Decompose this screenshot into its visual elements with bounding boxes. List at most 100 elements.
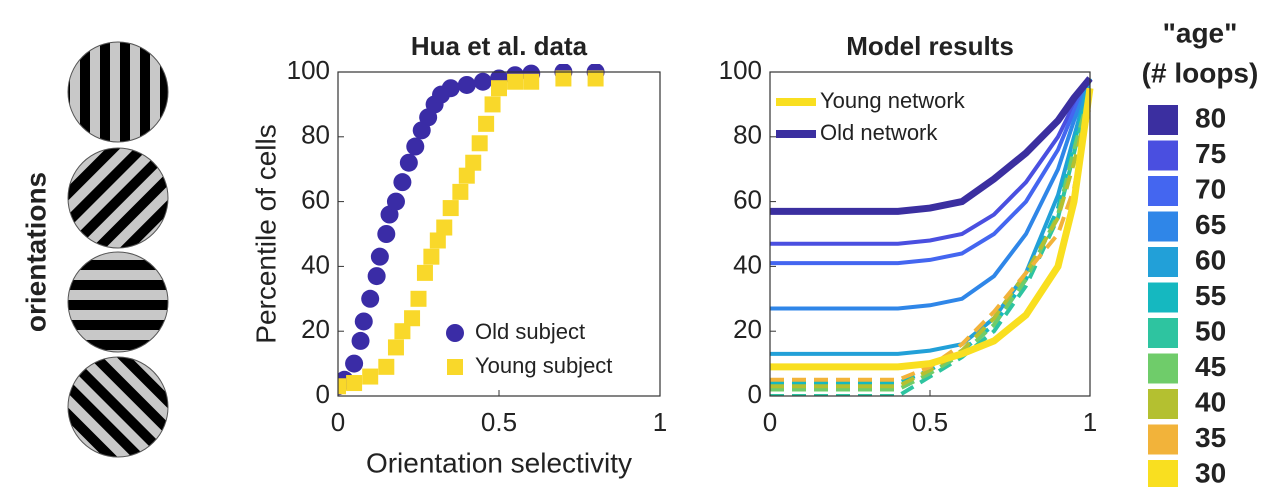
point: [393, 173, 412, 192]
point: [587, 70, 604, 87]
plot-area: [338, 64, 605, 396]
series-line: [770, 77, 1092, 266]
point: [338, 378, 346, 395]
chart-title: Model results: [846, 31, 1014, 61]
point: [465, 154, 482, 171]
series-line: [770, 90, 1092, 392]
series-line: [770, 104, 1092, 382]
point: [473, 72, 492, 91]
y-tick-label: 40: [733, 249, 762, 279]
point: [346, 375, 363, 392]
point: [406, 137, 425, 156]
x-tick-label: 0: [331, 407, 345, 437]
x-tick-label: 0: [763, 407, 777, 437]
point: [345, 354, 364, 373]
point: [457, 75, 476, 94]
colorbar-label: 55: [1195, 280, 1226, 311]
gratings: [67, 41, 169, 458]
grating: [67, 147, 169, 249]
y-tick-label: 40: [301, 249, 330, 279]
series-line: [770, 97, 1092, 389]
colorbar-label: 30: [1195, 457, 1226, 487]
series-line: [770, 76, 1093, 215]
point: [478, 115, 495, 132]
colorbar-swatch: [1148, 424, 1178, 455]
colorbar-swatch: [1148, 282, 1178, 313]
y-tick-label: 0: [316, 379, 330, 409]
colorbar-label: 65: [1195, 209, 1226, 240]
colorbar-label: 45: [1195, 351, 1226, 382]
y-tick-label: 0: [748, 379, 762, 409]
point: [416, 264, 433, 281]
point: [378, 358, 395, 375]
point: [442, 200, 459, 217]
side-label: orientations: [20, 172, 51, 332]
x-tick-label: 0.5: [912, 407, 948, 437]
point: [436, 219, 453, 236]
colorbar-label: 70: [1195, 173, 1226, 204]
colorbar-swatch: [1148, 105, 1178, 135]
colorbar-swatch: [1148, 247, 1178, 277]
x-axis-label: Orientation selectivity: [366, 447, 632, 478]
y-tick-label: 80: [733, 120, 762, 150]
point: [429, 232, 446, 249]
colorbar-swatch: [1148, 140, 1178, 171]
point: [555, 70, 572, 87]
point: [351, 331, 370, 350]
legend-marker: [446, 324, 464, 342]
legend-title: (# loops): [1142, 57, 1259, 88]
point: [458, 167, 475, 184]
legend-label: Young network: [820, 88, 966, 113]
y-tick-label: 60: [733, 184, 762, 214]
colorbar-swatch: [1148, 353, 1178, 384]
y-tick-label: 100: [719, 55, 762, 85]
legend-label: Old network: [820, 120, 938, 145]
point: [423, 248, 440, 265]
point: [386, 192, 405, 211]
point: [394, 323, 411, 340]
x-tick-label: 1: [1083, 407, 1097, 437]
series-line: [770, 87, 1092, 396]
point: [399, 153, 418, 172]
point: [452, 183, 469, 200]
colorbar-swatch: [1148, 176, 1178, 206]
point: [441, 79, 460, 98]
colorbar-label: 75: [1195, 138, 1226, 169]
grating: [67, 251, 169, 353]
legend-label: Young subject: [475, 353, 612, 378]
series-line: [770, 77, 1092, 246]
colorbar-swatch: [1148, 211, 1178, 242]
point: [484, 96, 501, 113]
y-axis-label: Percentile of cells: [250, 124, 281, 343]
colorbar-label: 35: [1195, 422, 1226, 453]
point: [491, 80, 507, 97]
legend-title: "age": [1163, 17, 1238, 48]
point: [507, 73, 524, 90]
y-tick-label: 20: [301, 314, 330, 344]
point: [367, 267, 386, 286]
chart-title: Hua et al. data: [411, 31, 588, 61]
legend-marker: [447, 359, 463, 375]
point: [370, 247, 389, 266]
grating: [67, 356, 169, 458]
colorbar-swatch: [1148, 389, 1178, 419]
point: [404, 310, 421, 327]
colorbar-label: 60: [1195, 244, 1226, 275]
y-tick-label: 20: [733, 314, 762, 344]
colorbar-label: 50: [1195, 315, 1226, 346]
colorbar-swatch: [1148, 460, 1178, 490]
y-tick-label: 80: [301, 120, 330, 150]
colorbar-swatch: [1148, 318, 1178, 348]
point: [387, 339, 404, 356]
point: [362, 368, 379, 385]
point: [523, 73, 540, 90]
point: [471, 135, 488, 152]
legend-label: Old subject: [475, 319, 585, 344]
point: [354, 312, 373, 331]
point: [361, 289, 380, 308]
colorbar-label: 80: [1195, 102, 1226, 133]
y-tick-label: 100: [287, 55, 330, 85]
plot-area: [770, 76, 1094, 396]
colorbar-label: 40: [1195, 386, 1226, 417]
